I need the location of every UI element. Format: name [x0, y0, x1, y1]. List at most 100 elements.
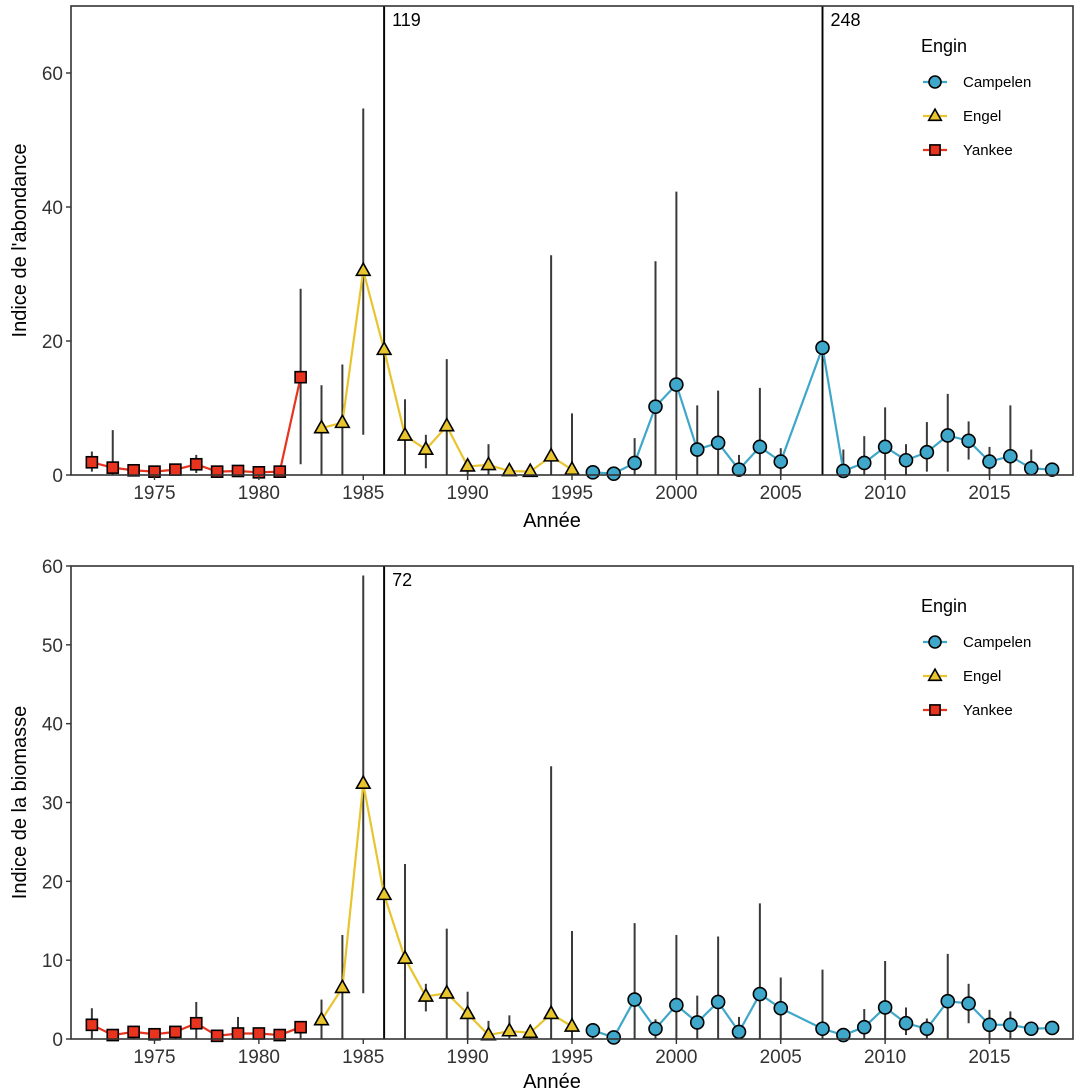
data-point [627, 455, 642, 471]
data-point [396, 949, 414, 965]
data-point [1044, 462, 1060, 477]
y-tick-label: 40 [42, 715, 63, 736]
legend-item-campelen: Campelen [923, 634, 1031, 651]
x-tick-label: 1980 [238, 1047, 280, 1068]
data-point [982, 454, 997, 469]
data-point [689, 442, 705, 457]
data-point [752, 986, 768, 1002]
data-point [689, 1015, 705, 1030]
reference-line-label: 248 [831, 10, 861, 30]
legend: Engin Campelen Engel Yankee [921, 36, 1031, 159]
data-point [1003, 1017, 1018, 1033]
data-point [752, 439, 768, 455]
data-point [585, 1023, 601, 1038]
legend-marker [928, 635, 942, 649]
data-point [542, 1004, 560, 1020]
x-tick-label: 1990 [446, 1047, 488, 1068]
y-tick-label: 30 [42, 794, 63, 815]
data-point [940, 428, 956, 443]
y-tick-label: 20 [42, 872, 63, 893]
data-point [313, 1010, 330, 1026]
data-point [710, 435, 726, 451]
legend-item-engel: Engel [923, 667, 1001, 685]
y-tick-label: 40 [42, 198, 63, 219]
legend-item-yankee: Yankee [923, 702, 1013, 719]
data-point [1023, 1021, 1039, 1037]
legend-marker [929, 704, 941, 716]
data-point [898, 1015, 914, 1031]
legend-label: Campelen [963, 74, 1031, 91]
legend-item-yankee: Yankee [923, 142, 1013, 159]
y-tick-label: 0 [52, 1030, 63, 1051]
legend-label: Campelen [963, 634, 1031, 651]
legend-label: Yankee [963, 142, 1013, 159]
y-tick-label: 50 [42, 636, 63, 657]
error-bars-engel [320, 566, 573, 1039]
data-point [542, 447, 560, 462]
data-point [438, 416, 455, 432]
x-tick-label: 1995 [551, 1047, 593, 1068]
legend-title: Engin [921, 36, 967, 56]
data-point [522, 1023, 539, 1039]
data-point [585, 465, 601, 480]
plot-border [70, 5, 1074, 476]
data-point [606, 466, 622, 481]
x-tick-label: 1980 [238, 483, 280, 504]
data-point [773, 454, 789, 469]
data-point [815, 1021, 830, 1037]
reference-line-label: 72 [392, 570, 412, 590]
data-point [294, 370, 307, 384]
data-point [169, 1025, 182, 1039]
data-point [273, 465, 287, 478]
data-point [273, 1028, 287, 1042]
data-point [355, 774, 372, 790]
data-point [940, 993, 956, 1009]
data-point [710, 994, 726, 1010]
data-point [106, 461, 120, 474]
x-tick-label: 2000 [655, 483, 697, 504]
data-point [252, 1027, 266, 1040]
legend-label: Engel [963, 108, 1001, 125]
data-point [85, 455, 99, 469]
y-tick-label: 20 [42, 332, 63, 353]
data-point [169, 463, 182, 476]
data-point [982, 1017, 997, 1033]
data-point [669, 377, 684, 392]
legend-marker [927, 107, 943, 122]
data-point [563, 1017, 581, 1032]
x-tick-label: 1985 [342, 1047, 384, 1068]
legend-marker [927, 667, 943, 682]
x-tick-label: 1975 [133, 1047, 175, 1068]
y-tick-label: 10 [42, 951, 63, 972]
chart-panel-1: 119 248 1975 1980 1985 1990 1995 2000 2005 2010 20… [9, 5, 1074, 532]
data-point [459, 1004, 476, 1020]
data-point [501, 1022, 518, 1037]
x-tick-label: 1985 [342, 483, 384, 504]
error-bars-yankee [90, 288, 302, 475]
data-point [294, 1020, 307, 1034]
data-point [606, 1030, 622, 1045]
x-axis-title: Année [523, 510, 581, 532]
data-point [731, 1024, 747, 1040]
data-point [1023, 460, 1039, 476]
data-point [877, 439, 893, 455]
x-tick-label: 1995 [551, 483, 593, 504]
x-tick-label: 2015 [968, 1047, 1010, 1068]
data-point [815, 340, 830, 356]
x-tick-label: 2005 [760, 1047, 802, 1068]
data-point [334, 978, 351, 994]
data-point [856, 455, 872, 471]
data-point [313, 418, 330, 434]
data-point [210, 465, 224, 478]
y-axis-title: Indice de la biomasse [9, 706, 31, 899]
data-point [375, 340, 393, 356]
data-point [856, 1019, 872, 1035]
series-points-yankee [85, 1016, 307, 1043]
legend-item-campelen: Campelen [923, 74, 1031, 91]
data-point [417, 987, 435, 1002]
data-point [231, 464, 245, 478]
y-tick-label: 0 [52, 466, 63, 487]
legend: Engin Campelen Engel Yankee [921, 596, 1031, 719]
series-points-campelen [585, 340, 1060, 481]
